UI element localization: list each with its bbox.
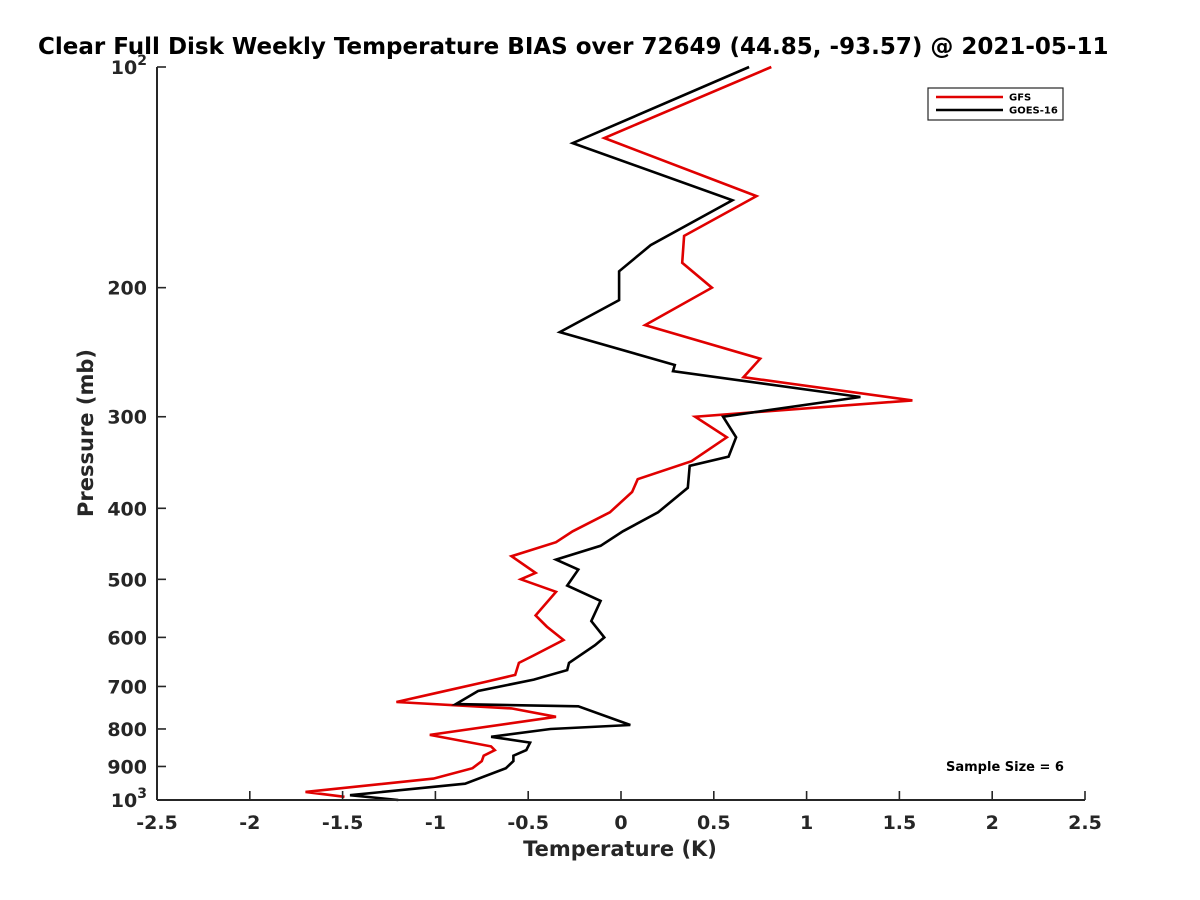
- legend-box: [927, 87, 1064, 121]
- chart-title: Clear Full Disk Weekly Temperature BIAS …: [38, 34, 1108, 60]
- x-tick-label: 1: [800, 812, 813, 834]
- x-tick-label: 1.5: [883, 812, 917, 834]
- x-tick-label: -0.5: [507, 812, 549, 834]
- x-tick-label: -2: [239, 812, 260, 834]
- y-tick-label: 200: [107, 278, 147, 300]
- x-tick-label: -1.5: [322, 812, 364, 834]
- y-tick-label: 800: [107, 719, 147, 741]
- legend: GFS GOES-16: [927, 87, 1064, 121]
- y-tick-label: 700: [107, 676, 147, 698]
- x-tick-label: 0.5: [697, 812, 731, 834]
- series-line-goes-16: [349, 65, 861, 802]
- sample-size-annotation: Sample Size = 6: [946, 760, 1064, 775]
- y-tick-label: 900: [107, 756, 147, 778]
- x-tick-label: -2.5: [136, 812, 178, 834]
- legend-label-goes-16: GOES-16: [1009, 106, 1058, 117]
- y-axis: 102 200 300 400 500 600 700 800 900 103: [107, 53, 166, 812]
- x-tick-label: -1: [425, 812, 446, 834]
- x-axis-title: Temperature (K): [523, 837, 717, 861]
- y-tick-label: 600: [107, 627, 147, 649]
- legend-label-gfs: GFS: [1009, 93, 1031, 104]
- x-tick-label: 2.5: [1068, 812, 1102, 834]
- x-tick-label: 2: [986, 812, 999, 834]
- y-tick-label: 400: [107, 498, 147, 520]
- series-line-gfs: [305, 65, 913, 799]
- y-tick-label: 103: [111, 786, 147, 812]
- x-tick-label: 0: [614, 812, 627, 834]
- plot-area: [305, 65, 913, 802]
- y-tick-label: 102: [111, 53, 147, 79]
- y-tick-label: 500: [107, 569, 147, 591]
- x-axis: -2.5 -2 -1.5 -1 -0.5 0 0.5 1 1.5 2 2.5: [136, 791, 1102, 834]
- y-axis-title: Pressure (mb): [74, 349, 98, 517]
- y-tick-label: 300: [107, 407, 147, 429]
